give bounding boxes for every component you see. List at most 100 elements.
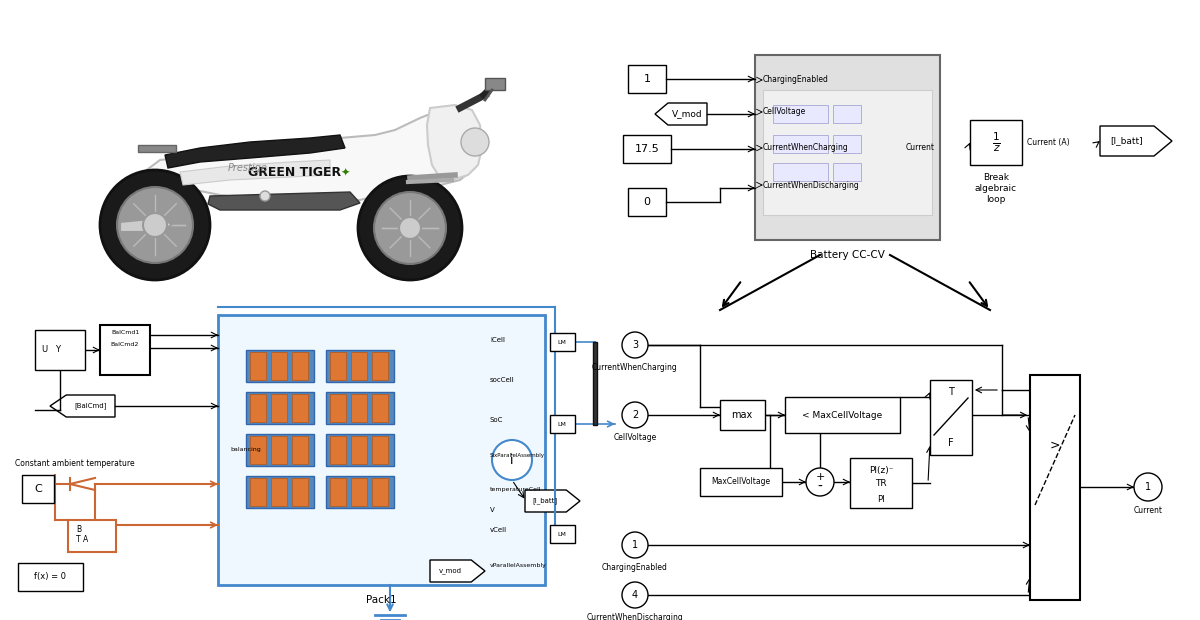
Circle shape bbox=[143, 213, 167, 237]
Bar bbox=[138, 145, 176, 152]
Bar bbox=[372, 478, 388, 506]
Bar bbox=[271, 394, 287, 422]
Bar bbox=[930, 380, 972, 455]
Text: 17.5: 17.5 bbox=[635, 144, 659, 154]
Text: algebraic: algebraic bbox=[974, 184, 1018, 193]
Text: CurrentWhenDischarging: CurrentWhenDischarging bbox=[763, 180, 859, 190]
Text: 1: 1 bbox=[1145, 482, 1151, 492]
Bar bbox=[755, 55, 940, 240]
Text: C: C bbox=[34, 484, 42, 494]
Circle shape bbox=[492, 440, 532, 480]
Text: F: F bbox=[948, 438, 954, 448]
Bar bbox=[100, 325, 150, 375]
Text: 1: 1 bbox=[632, 540, 638, 550]
Text: socCell: socCell bbox=[490, 377, 515, 383]
Bar bbox=[833, 105, 862, 123]
Circle shape bbox=[806, 468, 834, 496]
Polygon shape bbox=[1100, 126, 1172, 156]
Circle shape bbox=[358, 176, 462, 280]
Text: Break: Break bbox=[983, 173, 1009, 182]
Circle shape bbox=[622, 582, 648, 608]
Text: U   Y: U Y bbox=[42, 345, 61, 355]
Bar bbox=[292, 436, 308, 464]
Bar bbox=[35, 330, 85, 370]
Text: >: > bbox=[1050, 438, 1061, 451]
Bar bbox=[271, 436, 287, 464]
Bar bbox=[773, 135, 828, 153]
Text: LM: LM bbox=[558, 422, 566, 427]
Text: 4: 4 bbox=[632, 590, 638, 600]
Text: V_mod: V_mod bbox=[672, 110, 702, 118]
Bar bbox=[292, 478, 308, 506]
Polygon shape bbox=[166, 135, 346, 168]
Text: ChargingEnabled: ChargingEnabled bbox=[602, 563, 668, 572]
Circle shape bbox=[118, 187, 193, 263]
Bar bbox=[773, 163, 828, 181]
Circle shape bbox=[622, 332, 648, 358]
Text: loop: loop bbox=[986, 195, 1006, 204]
Text: Current: Current bbox=[1134, 506, 1163, 515]
Bar bbox=[218, 315, 545, 585]
Text: SoC: SoC bbox=[490, 417, 503, 423]
Bar bbox=[22, 475, 54, 503]
Bar bbox=[326, 476, 394, 508]
Bar bbox=[18, 563, 83, 591]
Text: Pack1: Pack1 bbox=[366, 595, 397, 605]
Text: CellVoltage: CellVoltage bbox=[613, 433, 656, 442]
Polygon shape bbox=[208, 192, 360, 210]
Polygon shape bbox=[120, 218, 172, 232]
Bar bbox=[623, 135, 671, 163]
Bar bbox=[773, 105, 828, 123]
Text: CellVoltage: CellVoltage bbox=[763, 107, 806, 117]
Text: T A: T A bbox=[76, 536, 89, 544]
Text: MaxCellVoltage: MaxCellVoltage bbox=[712, 477, 770, 487]
Bar bbox=[850, 458, 912, 508]
Text: B: B bbox=[76, 526, 82, 534]
Text: 1: 1 bbox=[643, 74, 650, 84]
Text: V: V bbox=[490, 507, 494, 513]
Text: LM: LM bbox=[558, 531, 566, 536]
Bar bbox=[1030, 375, 1080, 600]
Text: temperatureCell: temperatureCell bbox=[490, 487, 541, 492]
Polygon shape bbox=[140, 108, 478, 200]
Text: 0: 0 bbox=[643, 197, 650, 207]
Text: < MaxCellVoltage: < MaxCellVoltage bbox=[802, 410, 882, 420]
Bar bbox=[550, 525, 575, 543]
Bar bbox=[372, 394, 388, 422]
Circle shape bbox=[1134, 473, 1162, 501]
Bar bbox=[330, 478, 346, 506]
Bar bbox=[271, 478, 287, 506]
Text: v_mod: v_mod bbox=[439, 568, 462, 574]
Bar bbox=[0, 0, 565, 300]
Bar bbox=[68, 520, 116, 552]
Bar bbox=[628, 65, 666, 93]
Circle shape bbox=[622, 532, 648, 558]
Text: SixParallelAssembly: SixParallelAssembly bbox=[490, 453, 545, 458]
Text: 2: 2 bbox=[632, 410, 638, 420]
Circle shape bbox=[100, 170, 210, 280]
Bar bbox=[246, 434, 314, 466]
Bar bbox=[763, 90, 932, 215]
Bar bbox=[292, 352, 308, 380]
Bar bbox=[970, 120, 1022, 165]
Circle shape bbox=[374, 192, 446, 264]
Text: f(x) = 0: f(x) = 0 bbox=[34, 572, 66, 582]
Text: T: T bbox=[948, 387, 954, 397]
Bar bbox=[720, 400, 766, 430]
Text: BalCmd1: BalCmd1 bbox=[110, 329, 139, 335]
Circle shape bbox=[260, 191, 270, 201]
Bar bbox=[352, 436, 367, 464]
Bar bbox=[628, 188, 666, 216]
Text: PI: PI bbox=[877, 495, 884, 505]
Bar bbox=[550, 415, 575, 433]
Text: [BalCmd]: [BalCmd] bbox=[74, 402, 107, 409]
Circle shape bbox=[398, 217, 421, 239]
Polygon shape bbox=[526, 490, 580, 512]
Polygon shape bbox=[655, 103, 707, 125]
Bar bbox=[292, 394, 308, 422]
Bar bbox=[352, 394, 367, 422]
Text: iCell: iCell bbox=[490, 337, 505, 343]
Polygon shape bbox=[430, 560, 485, 582]
Bar bbox=[833, 163, 862, 181]
Circle shape bbox=[461, 128, 490, 156]
